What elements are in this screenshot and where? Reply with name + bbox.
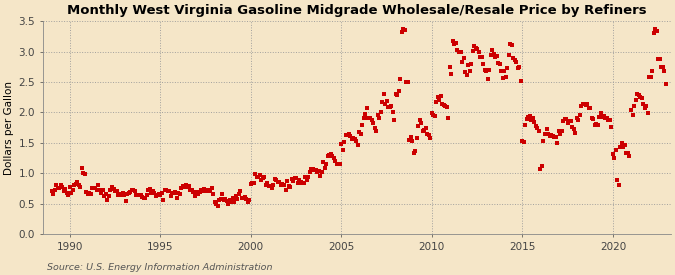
Text: Source: U.S. Energy Information Administration: Source: U.S. Energy Information Administ… [47, 263, 273, 272]
Title: Monthly West Virginia Gasoline Midgrade Wholesale/Resale Price by Refiners: Monthly West Virginia Gasoline Midgrade … [67, 4, 647, 17]
Y-axis label: Dollars per Gallon: Dollars per Gallon [4, 81, 14, 175]
